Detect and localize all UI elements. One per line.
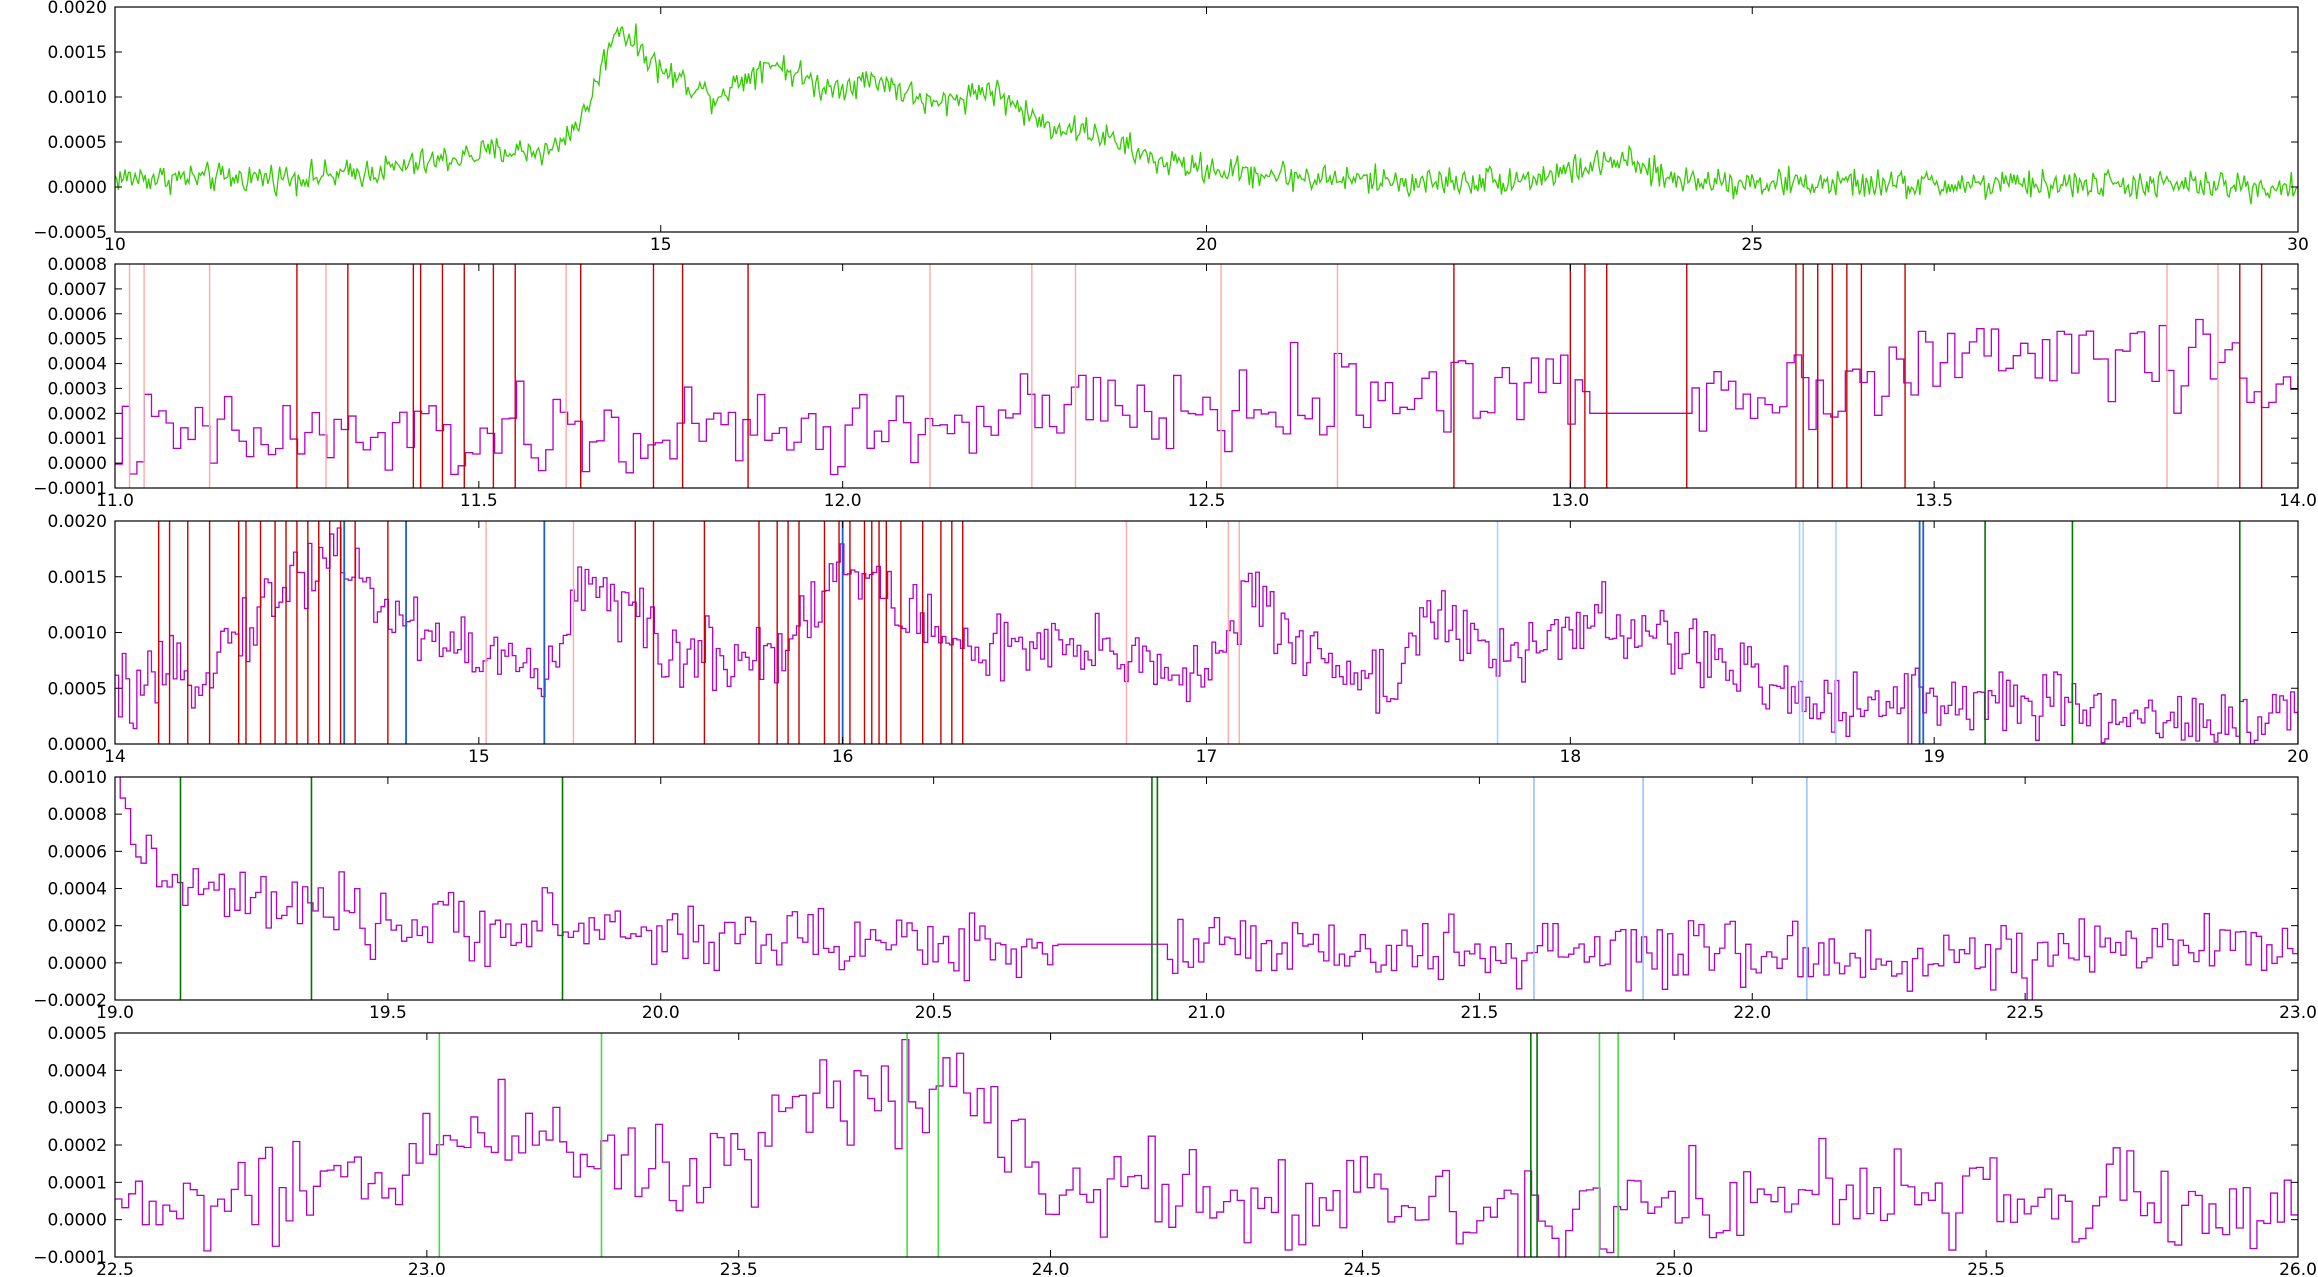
y-tick-label: 0.0004 [48, 355, 107, 375]
y-tick-label: 0.0010 [48, 768, 107, 788]
series-line [115, 527, 2298, 744]
x-tick-label: 19 [1923, 747, 1945, 767]
x-tick-label: 19.5 [369, 1003, 407, 1023]
y-tick-label: 0.0005 [48, 1024, 107, 1044]
x-tick-label: 16 [832, 747, 854, 767]
x-tick-label: 22.5 [2006, 1003, 2044, 1023]
y-tick-label: −0.0005 [33, 223, 107, 243]
x-tick-label: 25.0 [1655, 1260, 1693, 1277]
y-tick-label: 0.0015 [48, 568, 107, 588]
y-tick-label: 0.0001 [48, 1173, 107, 1193]
x-tick-label: 23.5 [720, 1260, 758, 1277]
chart-panel-5: 22.5 23.0 23.5 24.0 24.5 25.0 25.5 26.0 −0.0001 0… [33, 1024, 2317, 1277]
x-tick-label: 13.0 [1551, 491, 1589, 511]
y-tick-label: 0.0004 [48, 1061, 107, 1081]
series-line [115, 1038, 2298, 1257]
y-tick-label: 0.0000 [48, 954, 107, 974]
x-tick-label: 17 [1196, 747, 1218, 767]
y-tick-label: 0.0006 [48, 842, 107, 862]
chart-panel-2: 11.0 11.5 12.0 12.5 13.0 13.5 14.0 −0.0001 0.000… [33, 255, 2317, 511]
y-tick-label: 0.0010 [48, 88, 107, 108]
x-tick-label: 15 [650, 235, 672, 255]
chart-panel-3: 14 15 16 17 18 19 20 0.0000 0.0005 0.0010 0.0015 0.… [48, 512, 2309, 767]
y-tick-label: 0.0003 [48, 1099, 107, 1119]
y-tick-label: 0.0005 [48, 679, 107, 699]
y-tick-label: 0.0000 [48, 454, 107, 474]
x-tick-label: 22.0 [1733, 1003, 1771, 1023]
y-tick-label: 0.0008 [48, 255, 107, 275]
y-tick-label: 0.0003 [48, 379, 107, 399]
x-tick-label: 12.5 [1188, 491, 1226, 511]
x-tick-label: 26.0 [2279, 1260, 2317, 1277]
x-tick-label: 24.5 [1343, 1260, 1381, 1277]
x-tick-label: 14 [104, 747, 126, 767]
x-tick-label: 23.0 [408, 1260, 446, 1277]
y-tick-label: 0.0010 [48, 624, 107, 644]
y-tick-label: 0.0002 [48, 1136, 107, 1156]
y-tick-label: 0.0000 [48, 1211, 107, 1231]
x-tick-label: 25.5 [1967, 1260, 2005, 1277]
y-tick-label: −0.0001 [33, 479, 107, 499]
y-tick-label: 0.0020 [48, 0, 107, 18]
y-tick-label: 0.0000 [48, 735, 107, 755]
series-line [115, 23, 2298, 205]
x-tick-label: 21.5 [1460, 1003, 1498, 1023]
x-tick-label: 25 [1741, 235, 1763, 255]
x-tick-label: 21.0 [1188, 1003, 1226, 1023]
y-tick-label: −0.0002 [33, 991, 107, 1011]
x-tick-label: 23.0 [2279, 1003, 2317, 1023]
x-tick-label: 11.5 [460, 491, 498, 511]
y-tick-label: 0.0015 [48, 43, 107, 63]
y-tick-label: 0.0020 [48, 512, 107, 532]
axes-frame [114, 776, 2299, 1001]
y-tick-label: −0.0001 [33, 1248, 107, 1268]
y-tick-label: 0.0001 [48, 429, 107, 449]
x-tick-label: 15 [468, 747, 490, 767]
y-tick-label: 0.0002 [48, 917, 107, 937]
x-tick-label: 20.5 [915, 1003, 953, 1023]
x-tick-label: 22.5 [96, 1260, 134, 1277]
axes-frame [114, 520, 2299, 745]
x-tick-label: 19.0 [96, 1003, 134, 1023]
chart-panel-1: 10 15 20 25 30 −0.0005 0.0000 0.0005 0.0010 0.001… [33, 0, 2309, 255]
x-tick-label: 12.0 [824, 491, 862, 511]
series-line [115, 318, 2298, 476]
y-tick-label: 0.0008 [48, 805, 107, 825]
y-tick-label: 0.0004 [48, 880, 107, 900]
x-tick-label: 24.0 [1032, 1260, 1070, 1277]
y-tick-label: 0.0005 [48, 330, 107, 350]
x-tick-label: 13.5 [1915, 491, 1953, 511]
x-tick-label: 14.0 [2279, 491, 2317, 511]
x-tick-label: 10 [104, 235, 126, 255]
y-tick-label: 0.0007 [48, 280, 107, 300]
series-line [119, 777, 2298, 1000]
x-tick-label: 20 [1196, 235, 1218, 255]
x-tick-label: 18 [1560, 747, 1582, 767]
y-tick-label: 0.0005 [48, 133, 107, 153]
x-tick-label: 30 [2287, 235, 2309, 255]
y-tick-label: 0.0002 [48, 404, 107, 424]
y-tick-label: 0.0000 [48, 178, 107, 198]
x-tick-label: 20.0 [642, 1003, 680, 1023]
x-tick-label: 11.0 [96, 491, 134, 511]
y-tick-label: 0.0006 [48, 305, 107, 325]
chart-panel-4: 19.0 19.5 20.0 20.5 21.0 21.5 22.0 22.5 23.0 −0.0… [33, 768, 2317, 1023]
axes-frame [114, 6, 2299, 233]
x-tick-label: 20 [2287, 747, 2309, 767]
